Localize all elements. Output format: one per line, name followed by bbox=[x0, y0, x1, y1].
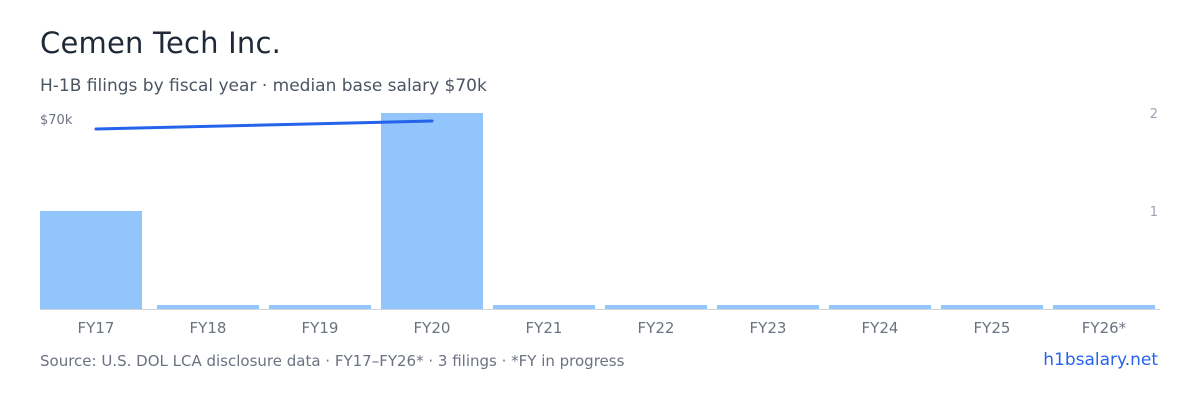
bar-fy24 bbox=[829, 305, 931, 309]
x-tick-label: FY25 bbox=[974, 319, 1011, 337]
x-tick-label: FY26* bbox=[1082, 319, 1127, 337]
bar-fy17 bbox=[40, 211, 142, 309]
x-tick-label: FY18 bbox=[190, 319, 227, 337]
bar-fy21 bbox=[493, 305, 595, 309]
filings-chart: FY17 FY18 FY19 FY20 FY21 FY22 FY23 FY24 FY25 FY26… bbox=[40, 107, 1160, 337]
chart-subtitle: H-1B filings by fiscal year · median bas… bbox=[40, 76, 487, 96]
bar-fy22 bbox=[605, 305, 707, 309]
x-tick-label: FY19 bbox=[302, 319, 339, 337]
chart-title: Cemen Tech Inc. bbox=[40, 26, 282, 60]
source-note: Source: U.S. DOL LCA disclosure data · F… bbox=[40, 352, 625, 370]
bar-fy23 bbox=[717, 305, 819, 309]
bar-fy25 bbox=[941, 305, 1043, 309]
brand-link[interactable]: h1bsalary.net bbox=[1043, 350, 1158, 370]
bar-fy20 bbox=[381, 113, 483, 309]
right-tick-label: 1 bbox=[1150, 205, 1158, 220]
x-tick-label: FY21 bbox=[526, 319, 563, 337]
bar-fy26 bbox=[1053, 305, 1155, 309]
right-tick-label: 2 bbox=[1150, 107, 1158, 122]
bar-fy19 bbox=[269, 305, 371, 309]
x-tick-label: FY23 bbox=[750, 319, 787, 337]
left-tick-label: $70k bbox=[40, 113, 73, 128]
x-tick-label: FY22 bbox=[638, 319, 675, 337]
median-salary-line bbox=[94, 119, 434, 131]
x-tick-label: FY20 bbox=[414, 319, 451, 337]
bar-fy18 bbox=[157, 305, 259, 309]
x-tick-label: FY17 bbox=[78, 319, 115, 337]
x-tick-label: FY24 bbox=[862, 319, 899, 337]
